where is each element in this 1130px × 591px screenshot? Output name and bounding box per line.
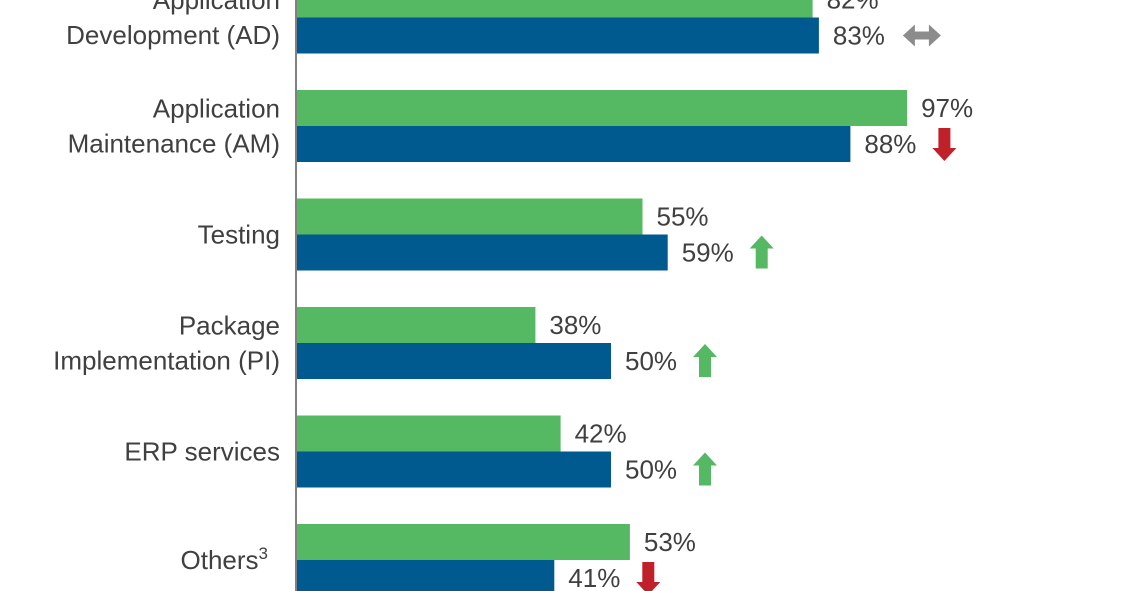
category-label: Maintenance (AM)	[68, 129, 280, 159]
up-arrow-icon	[749, 235, 774, 269]
down-arrow-icon	[932, 128, 957, 161]
data-label: 42%	[575, 419, 627, 449]
bar-series-a	[296, 90, 908, 126]
category-label: ERP services	[124, 437, 280, 467]
bar-series-a	[296, 0, 813, 18]
footnote-marker: 3	[259, 544, 268, 563]
data-label: 53%	[644, 527, 696, 557]
category-label: Implementation (PI)	[53, 346, 280, 376]
data-label: 55%	[657, 202, 709, 232]
category-label: Others3	[181, 544, 269, 575]
bar-series-b	[296, 343, 611, 379]
bar-series-b	[296, 451, 611, 488]
data-label: 50%	[625, 346, 677, 376]
bar-series-a	[296, 198, 643, 235]
data-label: 50%	[625, 455, 677, 485]
data-label: 38%	[549, 310, 601, 340]
down-arrow-icon	[636, 562, 661, 591]
bar-series-a	[296, 415, 561, 452]
labels-layer: Application Development (AD) 82% 83% Applica…	[53, 0, 973, 591]
data-label: 41%	[568, 563, 620, 591]
data-label: 83%	[833, 21, 885, 51]
category-label: Testing	[198, 220, 280, 250]
flat-arrow-icon	[902, 24, 941, 47]
bar-series-b	[296, 17, 819, 54]
bar-series-b	[296, 126, 851, 162]
data-label: 82%	[827, 0, 879, 15]
up-arrow-icon	[693, 344, 717, 377]
bar-series-b	[296, 234, 668, 271]
data-label: 59%	[682, 238, 734, 268]
up-arrow-icon	[693, 452, 717, 486]
category-label: Application	[153, 0, 280, 15]
data-label: 97%	[921, 93, 973, 123]
bar-series-a	[296, 307, 536, 343]
bar-series-a	[296, 524, 630, 560]
category-label: Package	[179, 311, 280, 341]
bars-layer	[296, 0, 908, 591]
category-label: Development (AD)	[66, 20, 280, 50]
bar-series-b	[296, 560, 555, 591]
category-label: Application	[153, 94, 280, 124]
data-label: 88%	[864, 129, 916, 159]
